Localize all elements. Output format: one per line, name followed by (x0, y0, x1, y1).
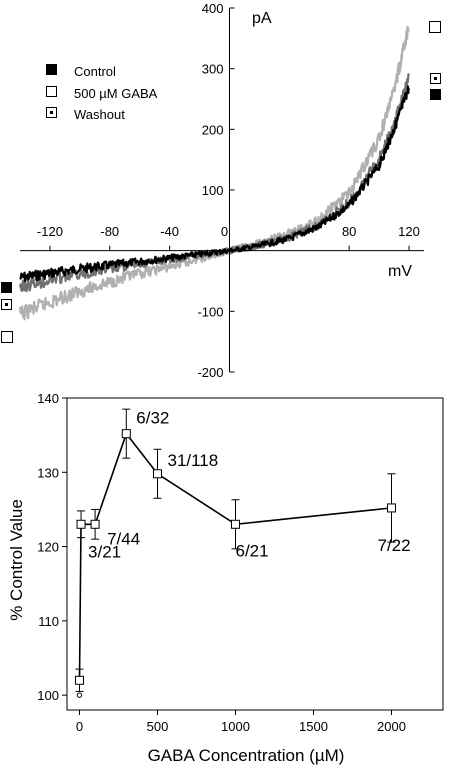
end-marker-control-right (430, 89, 441, 100)
legend-label-washout: Washout (74, 107, 125, 122)
iv-y-tick-label: 200 (202, 122, 224, 137)
y-axis-label: % Control Value (7, 499, 26, 621)
legend-marker-washout-dot (50, 111, 53, 114)
point-label: 31/118 (167, 451, 218, 470)
legend-marker-control (46, 64, 57, 75)
x-axis-label: GABA Concentration (µM) (148, 746, 345, 765)
iv-x-tick-label: -80 (100, 224, 119, 239)
data-point (90, 519, 100, 529)
legend: Control 500 µM GABA Washout (46, 64, 158, 122)
data-point (387, 503, 397, 513)
iv-y-tick-label: -100 (197, 304, 223, 319)
x-tick-label: 0 (76, 719, 83, 734)
iv-y-tick-label: 100 (202, 183, 224, 198)
baseline-point (76, 692, 83, 698)
data-point (76, 519, 86, 529)
data-point (230, 519, 240, 529)
x-tick-label: 1000 (221, 719, 250, 734)
y-tick-label: 130 (37, 465, 59, 480)
iv-ticks: -120 -80 -40 0 80 120 -200 -100 100 200 300 400 (37, 1, 420, 380)
x-tick-label: 500 (147, 719, 169, 734)
y-tick-label: 120 (37, 540, 59, 555)
end-marker-control-left (1, 282, 12, 293)
trace-end-markers (1, 21, 441, 343)
data-point (152, 469, 162, 479)
y-tick-label: 110 (38, 614, 59, 629)
iv-x-tick-label: 80 (342, 224, 356, 239)
iv-x-unit: mV (388, 263, 412, 280)
point-label: 7/44 (107, 529, 140, 548)
end-marker-washout-left-dot (5, 303, 8, 306)
iv-x-tick-label: 0 (221, 224, 228, 239)
legend-marker-gaba (46, 86, 57, 97)
iv-y-tick-label: 400 (202, 1, 224, 16)
iv-x-tick-label: -120 (37, 224, 63, 239)
legend-label-control: Control (74, 64, 116, 79)
dose-response-plot: 0 500 1000 1500 2000 100 110 120 130 140 3/217/44… (7, 391, 444, 765)
iv-y-tick-label: -200 (197, 365, 223, 380)
iv-y-tick-label: 300 (202, 62, 224, 77)
end-marker-gaba-left (1, 331, 13, 343)
point-label: 3/21 (88, 542, 121, 561)
end-marker-washout-right-dot (434, 77, 437, 80)
plot-frame (66, 397, 444, 711)
point-label: 7/22 (378, 536, 411, 555)
data-point (121, 429, 131, 439)
iv-x-tick-label: 120 (398, 224, 420, 239)
y-tick-label: 100 (37, 688, 59, 703)
data-point (74, 675, 84, 685)
legend-label-gaba: 500 µM GABA (74, 86, 158, 101)
x-tick-label: 1500 (299, 719, 328, 734)
dose-ticks: 0 500 1000 1500 2000 100 110 120 130 140 (37, 391, 406, 734)
dose-series: 3/217/44 6/32 31/118 6/21 7/22 (74, 408, 411, 698)
iv-x-tick-label: -40 (160, 224, 179, 239)
point-label: 6/32 (136, 409, 169, 428)
y-tick-label: 140 (37, 391, 59, 406)
end-marker-gaba-right (429, 21, 441, 33)
point-label: 6/21 (235, 541, 268, 560)
x-tick-label: 2000 (377, 719, 406, 734)
iv-y-unit: pA (252, 10, 272, 27)
